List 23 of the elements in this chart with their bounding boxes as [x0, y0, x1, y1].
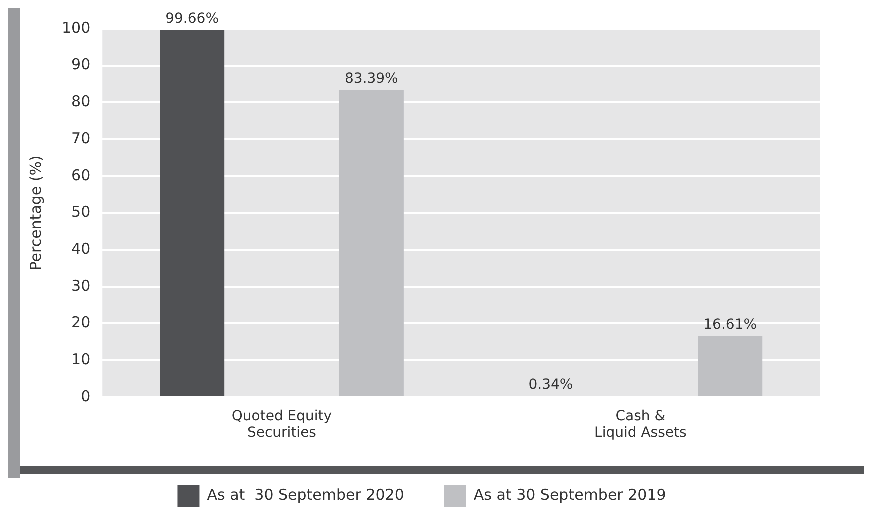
x-tick-label: Quoted Equity Securities	[232, 408, 332, 442]
bar	[339, 90, 404, 396]
y-axis-title: Percentage (%)	[26, 156, 45, 271]
y-tick-label: 100	[62, 18, 91, 37]
data-label: 83.39%	[344, 70, 398, 87]
bar	[698, 336, 763, 396]
data-label: 0.34%	[528, 376, 574, 393]
legend-label: As at 30 September 2019	[474, 486, 666, 504]
y-tick-label: 90	[72, 56, 91, 74]
y-tick-label: 80	[72, 92, 91, 111]
legend-label: As at 30 September 2020	[207, 486, 404, 504]
data-label: 16.61%	[704, 316, 758, 333]
y-tick-label: 60	[72, 166, 91, 184]
y-tick-label: 40	[72, 240, 91, 258]
y-tick-label: 10	[72, 350, 91, 368]
x-tick-label: Cash & Liquid Assets	[594, 408, 687, 442]
y-tick-label: 50	[72, 203, 91, 222]
y-tick-label: 20	[72, 314, 91, 332]
y-tick-label: 70	[72, 129, 91, 148]
y-tick-label: 0	[81, 387, 91, 406]
y-tick-label: 30	[72, 276, 91, 295]
data-label: 99.66%	[166, 10, 219, 27]
bar	[160, 30, 225, 396]
